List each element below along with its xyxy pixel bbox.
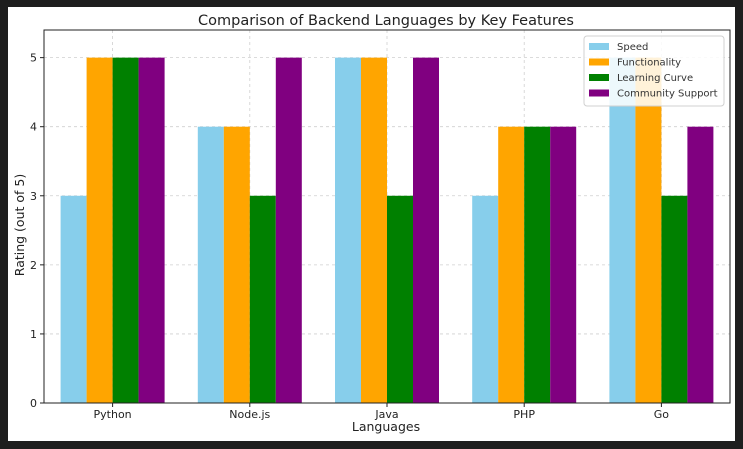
bar-speed-go <box>609 57 636 403</box>
legend-swatch <box>589 74 609 81</box>
bar-functionality-php <box>498 126 525 403</box>
bar-speed-php <box>472 195 499 403</box>
bar-speed-java <box>335 57 361 403</box>
bar-community-support-python <box>138 57 165 403</box>
legend-label: Speed <box>617 42 648 53</box>
x-axis-label: Languages <box>352 419 420 434</box>
bar-community-support-go <box>687 126 714 403</box>
y-tick-label: 0 <box>30 397 37 410</box>
bar-learning-curve-python <box>112 57 139 403</box>
bar-community-support-php <box>550 126 577 403</box>
chart-frame: Comparison of Backend Languages by Key F… <box>8 7 735 441</box>
legend-box <box>583 35 725 107</box>
x-tick-label: PHP <box>513 408 535 421</box>
y-ticks: 0 1 2 3 4 5 <box>30 52 44 410</box>
bar-functionality-nodejs <box>223 126 250 403</box>
x-tick-label: Python <box>94 408 132 421</box>
bar-functionality-python <box>86 57 113 403</box>
bar-learning-curve-java <box>387 195 413 403</box>
x-tick-label: Node.js <box>229 408 270 421</box>
y-tick-label: 1 <box>30 328 37 341</box>
bar-community-support-nodejs <box>275 57 302 403</box>
bar-functionality-go <box>635 57 662 403</box>
bar-functionality-java <box>361 57 387 403</box>
bar-learning-curve-go <box>661 195 688 403</box>
x-tick-label: Java <box>374 408 398 421</box>
y-tick-label: 3 <box>30 190 37 203</box>
bars <box>60 57 714 403</box>
legend-swatch <box>589 58 609 66</box>
bar-learning-curve-nodejs <box>249 195 276 403</box>
bar-learning-curve-php <box>524 126 551 403</box>
bar-community-support-java <box>413 57 439 403</box>
legend-label: Learning Curve <box>617 73 693 84</box>
x-ticks: Python Node.js Java PHP Go <box>94 403 670 421</box>
legend-swatch <box>589 43 609 50</box>
y-tick-label: 2 <box>30 259 37 272</box>
bar-chart: Comparison of Backend Languages by Key F… <box>12 13 731 434</box>
y-tick-label: 4 <box>30 121 37 134</box>
chart-title: Comparison of Backend Languages by Key F… <box>198 13 574 29</box>
bar-speed-nodejs <box>197 126 224 403</box>
legend: Speed Functionality Learning Curve Communit… <box>583 35 725 107</box>
bar-speed-python <box>60 195 87 403</box>
y-tick-label: 5 <box>30 52 37 65</box>
y-axis-label: Rating (out of 5) <box>12 174 27 276</box>
legend-label: Functionality <box>617 58 681 69</box>
x-tick-label: Go <box>654 408 670 421</box>
legend-label: Community Support <box>617 89 718 100</box>
legend-swatch <box>589 89 609 97</box>
